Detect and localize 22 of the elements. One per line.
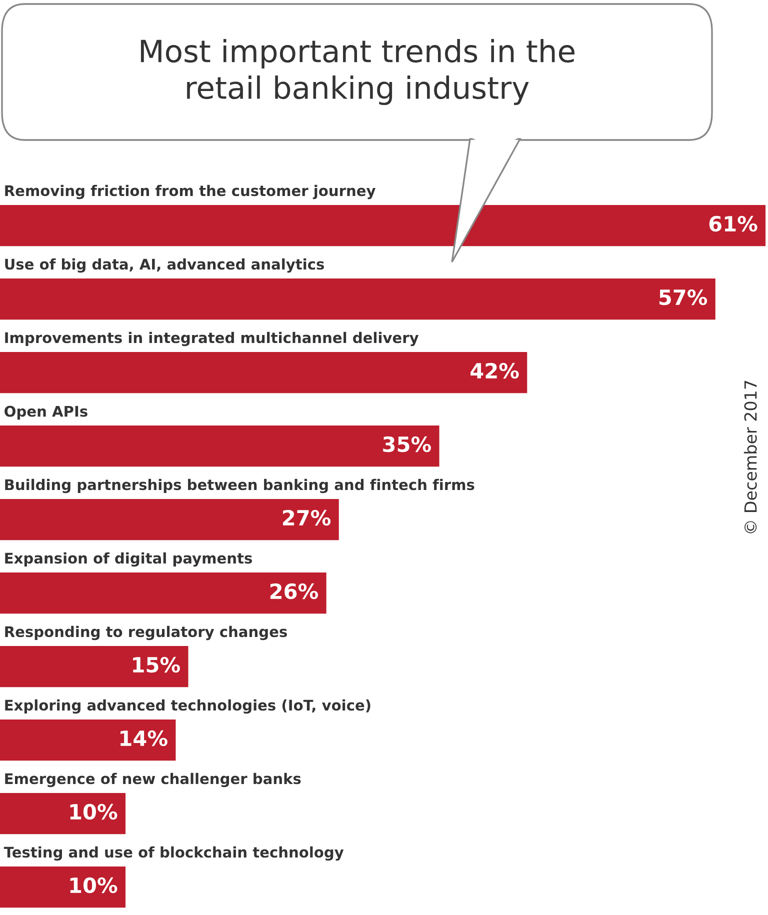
data-label: 35% [383,436,431,452]
data-label: 10% [70,877,118,894]
y-tick-label: Responding to regulatory changes [5,626,287,640]
y-tick-label: Open APIs [4,406,88,420]
data-label: 14% [120,730,168,746]
y-tick-label: Removing friction from the customer journey [5,184,376,200]
y-tick-label: Use of big data, AI, advanced analytics [5,258,324,273]
data-label: 42% [470,362,519,379]
y-tick-label: Improvements in integrated multichannel delivery [5,332,419,346]
y-tick-label: Exploring advanced technologies (IoT, voice) [5,699,370,714]
y-tick-label: Expansion of digital payments [5,552,252,567]
y-tick-label: Emergence of new challenger banks [5,772,301,788]
data-label: 61% [709,216,758,232]
data-label: 26% [270,583,318,600]
data-label: 15% [133,656,180,673]
data-label: 57% [659,289,708,306]
y-tick-label: Building partnerships between banking and fintech firms [5,478,474,494]
data-label: 10% [70,804,118,820]
chart-title: Most important trends in the retail banking industry [140,38,574,106]
data-label: 27% [282,510,331,526]
y-tick-label: Testing and use of blockchain technology [4,846,344,861]
annotation: © December 2017 [744,380,757,534]
